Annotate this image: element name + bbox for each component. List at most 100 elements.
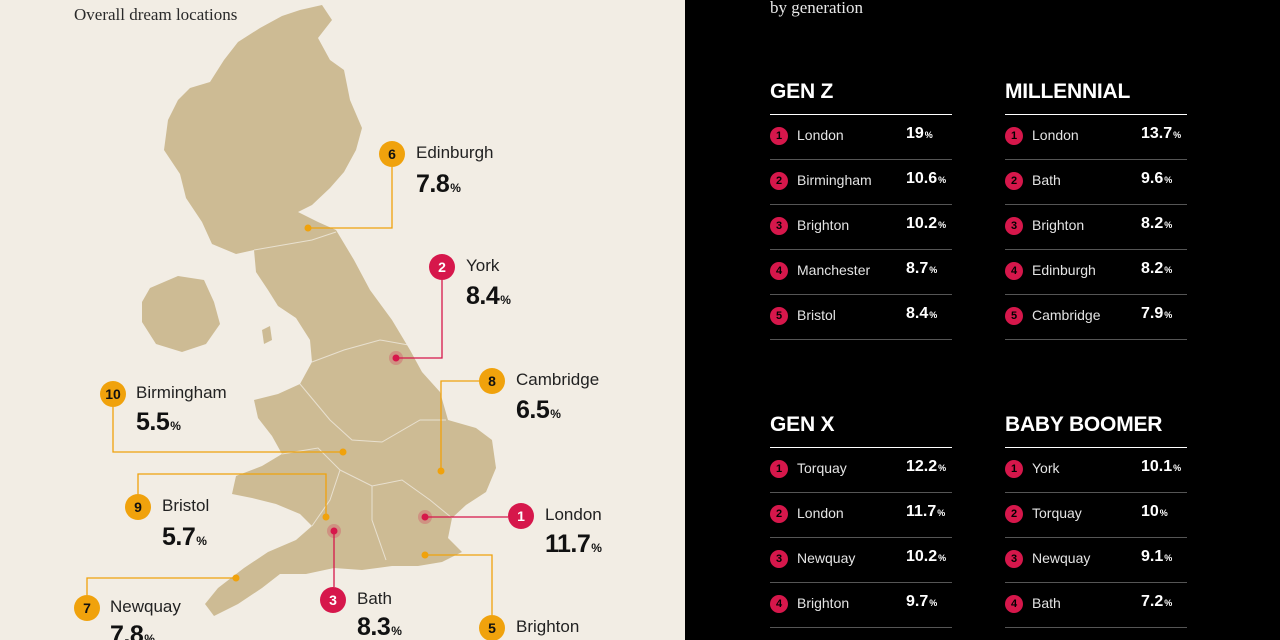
percent-sign: % <box>924 130 933 140</box>
city-value: 11.7% <box>545 530 602 559</box>
percent-sign: % <box>1173 130 1182 140</box>
great-britain-shape <box>164 5 496 616</box>
value-number: 8.4 <box>906 305 929 322</box>
value-number: 11.7 <box>906 503 937 520</box>
value-number: 10.1 <box>1141 458 1173 475</box>
rank-badge: 4 <box>770 262 788 280</box>
city-name: Birmingham <box>136 383 227 402</box>
percent-sign: % <box>929 310 938 320</box>
table-row: 5 Cambridge 7.9% <box>1005 295 1187 340</box>
row-city: Birmingham <box>797 172 872 188</box>
city-value: 8.4% <box>466 282 511 311</box>
value-number: 8.4 <box>466 282 500 310</box>
percent-sign: % <box>1164 265 1173 275</box>
city-name: York <box>466 256 500 275</box>
isle-of-man-shape <box>262 326 272 344</box>
row-city: London <box>797 505 844 521</box>
value-number: 6.5 <box>516 396 550 424</box>
percent-sign: % <box>144 632 155 640</box>
value-number: 10.6 <box>906 170 938 187</box>
percent-sign: % <box>929 598 938 608</box>
city-name: Newquay <box>110 597 181 616</box>
rank-badge: 7 <box>74 595 100 621</box>
percent-sign: % <box>937 508 946 518</box>
city-value: 5.7% <box>162 523 207 552</box>
value-number: 10 <box>1141 503 1159 520</box>
table-row: 1 Torquay 12.2% <box>770 448 952 493</box>
city-value: 8.3% <box>357 613 402 640</box>
location-dot-york <box>392 354 400 362</box>
rank-badge: 3 <box>320 587 346 613</box>
rank-badge: 4 <box>1005 595 1023 613</box>
generation-heading: MILLENNIAL <box>1005 80 1187 115</box>
percent-sign: % <box>938 553 947 563</box>
rank-badge: 3 <box>1005 217 1023 235</box>
percent-sign: % <box>550 407 561 421</box>
row-value: 13.7% <box>1141 125 1181 143</box>
row-city: Brighton <box>797 217 850 233</box>
value-number: 19 <box>906 125 924 142</box>
row-value: 10.6% <box>906 170 946 188</box>
city-name: London <box>545 505 602 524</box>
value-number: 9.6 <box>1141 170 1164 187</box>
generation-baby-boomer: BABY BOOMER 1 York 10.1% 2 Torquay 10% 3 Newquay… <box>1005 413 1187 628</box>
location-dot-london <box>421 513 429 521</box>
row-value: 9.7% <box>906 593 937 611</box>
percent-sign: % <box>391 624 402 638</box>
table-row: 4 Manchester 8.7% <box>770 250 952 295</box>
city-value: 7.8% <box>416 170 461 199</box>
row-city: Edinburgh <box>1032 262 1096 278</box>
value-number: 9.7 <box>906 593 929 610</box>
generation-millennial: MILLENNIAL 1 London 13.7% 2 Bath 9.6% 3 Brighton… <box>1005 80 1187 340</box>
value-number: 10.2 <box>906 548 938 565</box>
percent-sign: % <box>1159 508 1168 518</box>
table-row: 2 Birmingham 10.6% <box>770 160 952 205</box>
row-city: Torquay <box>797 460 847 476</box>
table-row: 1 London 13.7% <box>1005 115 1187 160</box>
percent-sign: % <box>1164 220 1173 230</box>
value-number: 8.2 <box>1141 260 1164 277</box>
rank-badge: 5 <box>770 307 788 325</box>
row-value: 8.4% <box>906 305 937 323</box>
table-row: 1 York 10.1% <box>1005 448 1187 493</box>
percent-sign: % <box>938 463 947 473</box>
row-value: 11.7% <box>906 503 945 521</box>
row-city: London <box>797 127 844 143</box>
percent-sign: % <box>170 419 181 433</box>
rank-badge: 1 <box>1005 460 1023 478</box>
rank-badge: 2 <box>1005 505 1023 523</box>
value-number: 7.8 <box>110 621 144 640</box>
percent-sign: % <box>500 293 511 307</box>
city-name: Brighton <box>516 617 580 636</box>
percent-sign: % <box>1164 553 1173 563</box>
rank-badge: 2 <box>770 505 788 523</box>
value-number: 10.2 <box>906 215 938 232</box>
value-number: 7.2 <box>1141 593 1164 610</box>
rank-badge: 1 <box>770 127 788 145</box>
row-city: Brighton <box>797 595 850 611</box>
row-value: 8.7% <box>906 260 937 278</box>
location-dot-edinburgh <box>304 224 312 232</box>
rank-badge: 5 <box>479 615 505 640</box>
row-city: York <box>1032 460 1060 476</box>
location-dot-cambridge <box>437 467 445 475</box>
uk-map <box>86 5 508 616</box>
city-name: Bristol <box>162 496 210 515</box>
percent-sign: % <box>196 534 207 548</box>
leader-line-cambridge <box>440 380 479 471</box>
rank-badge: 4 <box>1005 262 1023 280</box>
row-city: Bristol <box>797 307 836 323</box>
rank-badge: 2 <box>429 254 455 280</box>
city-value: 7.8% <box>110 621 155 640</box>
leader-line-york <box>396 280 443 359</box>
percent-sign: % <box>591 541 602 555</box>
value-number: 8.3 <box>357 613 391 640</box>
generation-heading: GEN X <box>770 413 952 448</box>
rank-badge: 2 <box>1005 172 1023 190</box>
rank-badge: 1 <box>770 460 788 478</box>
map-title: Overall dream locations <box>74 5 238 24</box>
city-value: 6.5% <box>516 396 561 425</box>
city-name: Edinburgh <box>416 143 494 162</box>
table-row: 4 Edinburgh 8.2% <box>1005 250 1187 295</box>
generation-gen-x: GEN X 1 Torquay 12.2% 2 London 11.7% 3 Newquay 10… <box>770 413 952 628</box>
